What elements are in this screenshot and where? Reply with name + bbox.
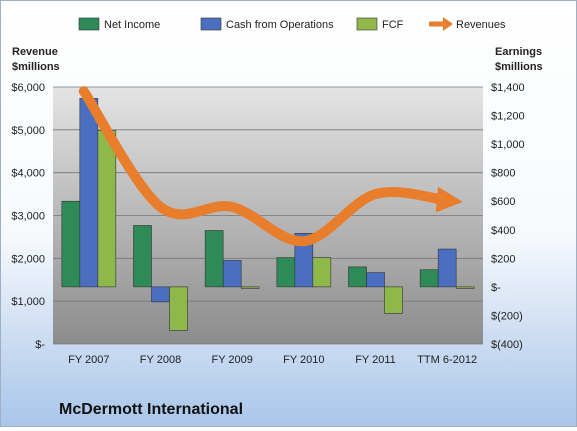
x-tick-label: FY 2010 <box>283 354 324 366</box>
x-tick-label: TTM 6-2012 <box>417 354 477 366</box>
left-tick-label: $5,000 <box>11 125 45 137</box>
right-axis-ticks: $(400) $(200) $- $200 $400 $600 $800 $1,000 $1,2… <box>491 82 525 351</box>
right-axis-label: Earnings <box>495 46 542 58</box>
revenue-line <box>78 86 463 247</box>
legend-swatch <box>78 17 100 31</box>
bar <box>79 98 99 288</box>
revenues-line <box>78 86 463 247</box>
x-tick-label: FY 2007 <box>68 354 109 366</box>
x-tick-label: FY 2009 <box>211 354 252 366</box>
bar <box>455 286 475 289</box>
x-tick-label: FY 2008 <box>140 354 181 366</box>
x-tick-label: FY 2011 <box>355 354 396 366</box>
x-axis-ticks: FY 2007 FY 2008 FY 2009 FY 2010 FY 2011 TTM 6… <box>68 354 477 366</box>
right-tick-label: $(400) <box>491 339 523 351</box>
bar <box>97 130 117 288</box>
bar <box>133 225 152 288</box>
legend-label: Cash from Operations <box>226 19 334 31</box>
legend-swatch <box>356 17 378 31</box>
bar <box>384 286 403 314</box>
left-axis-label: Revenue <box>12 46 58 58</box>
legend-label: FCF <box>382 19 404 31</box>
right-tick-label: $400 <box>491 225 515 237</box>
legend-swatch <box>200 17 222 31</box>
right-tick-label: $1,400 <box>491 82 525 94</box>
right-tick-label: $200 <box>491 253 515 265</box>
right-tick-label: $600 <box>491 196 515 208</box>
chart-title: McDermott International <box>59 401 243 418</box>
legend: Net Income Cash from Operations FCF Revenue… <box>78 17 506 31</box>
bar <box>240 286 260 289</box>
bars <box>61 98 475 331</box>
right-tick-label: $(200) <box>491 310 523 322</box>
bar <box>204 230 224 288</box>
right-tick-label: $1,200 <box>491 111 525 123</box>
right-tick-label: $800 <box>491 168 515 180</box>
bar <box>437 248 457 288</box>
left-tick-label: $2,000 <box>11 253 45 265</box>
right-tick-label: $- <box>491 282 501 294</box>
bar <box>419 269 439 288</box>
right-tick-label: $1,000 <box>491 139 525 151</box>
left-tick-label: $1,000 <box>11 296 45 308</box>
legend-arrow <box>443 17 453 31</box>
bar <box>61 200 81 288</box>
left-axis-unit: $millions <box>12 61 60 73</box>
bar <box>348 266 367 288</box>
left-tick-label: $4,000 <box>11 168 45 180</box>
bar <box>169 286 188 331</box>
bar <box>312 257 332 288</box>
bar <box>366 272 385 288</box>
bar <box>151 286 170 303</box>
left-tick-label: $3,000 <box>11 211 45 223</box>
legend-label: Net Income <box>104 19 160 31</box>
bar <box>276 257 296 288</box>
left-axis-ticks: $- $1,000 $2,000 $3,000 $4,000 $5,000 $6,000 <box>11 82 45 351</box>
left-tick-label: $6,000 <box>11 82 45 94</box>
right-axis-unit: $millions <box>495 61 543 73</box>
gridlines <box>53 86 483 345</box>
legend-label: Revenues <box>456 19 506 31</box>
bar <box>222 260 242 288</box>
left-tick-label: $- <box>35 339 45 351</box>
